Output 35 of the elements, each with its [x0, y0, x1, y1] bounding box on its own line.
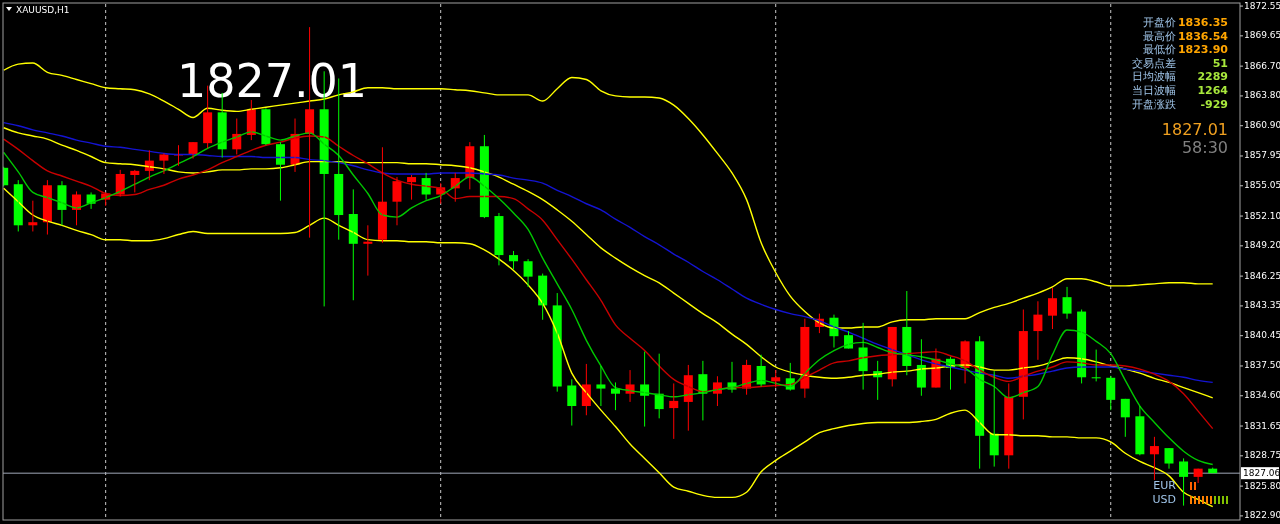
y-tick-label: 1822.90	[1244, 510, 1280, 521]
y-tick-label: 1831.65	[1244, 420, 1280, 431]
y-tick-label: 1849.20	[1244, 240, 1280, 251]
annotation: EUR	[1153, 479, 1177, 492]
text: 当日波幅 1264	[1132, 84, 1228, 97]
y-tick-label: 1825.80	[1244, 480, 1280, 491]
text: 交易点差 51	[1132, 56, 1228, 70]
ref-line-label: 1827.06	[1243, 467, 1280, 478]
line-series	[3, 187, 1214, 508]
y-tick-label: 1860.90	[1244, 120, 1280, 131]
chart-title: XAUUSD,H1	[16, 4, 70, 15]
y-tick-label: 1837.50	[1244, 360, 1280, 371]
y-tick-label: 1828.75	[1244, 450, 1280, 461]
y-tick-label: 1846.25	[1244, 270, 1280, 281]
y-tick-label: 1866.70	[1244, 60, 1280, 71]
y-tick-label: 1840.45	[1244, 330, 1280, 341]
y-tick-label: 1872.55	[1244, 0, 1280, 11]
y-tick-label: 1857.95	[1244, 150, 1280, 161]
y-tick-label: 1863.80	[1244, 90, 1280, 101]
y-tick-label: 1855.05	[1244, 180, 1280, 191]
annotation: 开盘价 1836.35	[1143, 16, 1228, 29]
candlestick	[567, 378, 577, 427]
text: 日均波幅 2289	[1132, 70, 1228, 84]
annotation: USD	[1152, 493, 1176, 506]
text: 开盘涨跌 -929	[1132, 97, 1228, 111]
annotation: 58:30	[1181, 137, 1228, 157]
y-tick-label: 1843.35	[1244, 300, 1280, 311]
y-tick-label: 1852.10	[1244, 210, 1280, 221]
annotation: 最高价 1836.54	[1143, 29, 1229, 43]
candlestick	[1047, 287, 1057, 330]
y-tick-label: 1834.60	[1244, 390, 1280, 401]
annotation: 1827.01	[1161, 119, 1228, 139]
annotation: 最低价 1823.90	[1143, 43, 1229, 57]
y-tick-label: 1869.65	[1244, 30, 1280, 41]
candlestick	[596, 365, 606, 407]
